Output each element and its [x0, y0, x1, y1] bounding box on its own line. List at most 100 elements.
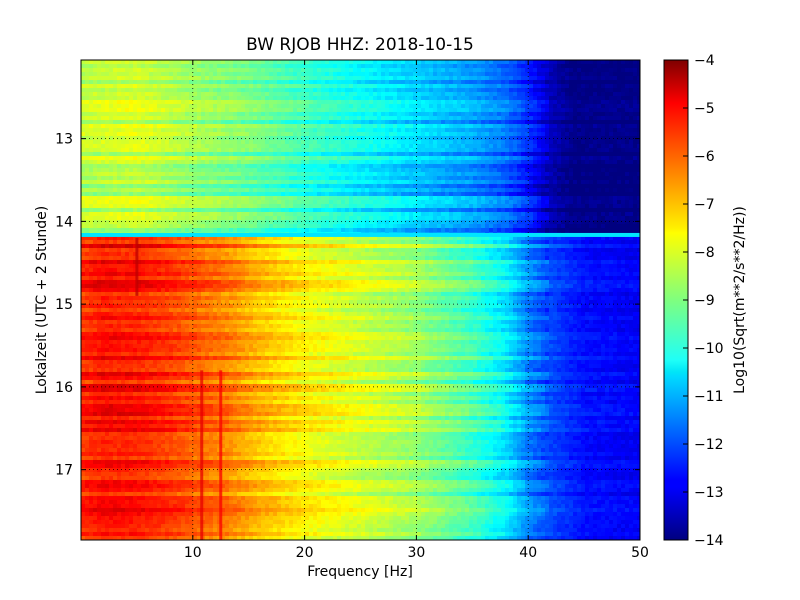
- heatmap-cell: [417, 132, 422, 137]
- heatmap-cell: [113, 80, 118, 85]
- heatmap-cell: [581, 164, 586, 169]
- heatmap-cell: [113, 100, 118, 105]
- heatmap-cell: [477, 172, 482, 177]
- heatmap-cell: [165, 144, 170, 149]
- heatmap-cell: [573, 140, 578, 145]
- heatmap-cell: [389, 192, 394, 197]
- heatmap-cell: [113, 92, 118, 97]
- heatmap-cell: [393, 104, 398, 109]
- heatmap-cell: [325, 60, 330, 65]
- heatmap-cell: [417, 96, 422, 101]
- heatmap-cell: [349, 200, 354, 205]
- heatmap-cell: [345, 120, 350, 125]
- heatmap-cell: [469, 124, 474, 129]
- heatmap-cell: [569, 116, 574, 121]
- heatmap-cell: [113, 68, 118, 73]
- heatmap-cell: [593, 168, 598, 173]
- heatmap-cell: [161, 100, 166, 105]
- heatmap-cell: [513, 104, 518, 109]
- heatmap-cell: [441, 168, 446, 173]
- heatmap-cell: [297, 76, 302, 81]
- heatmap-cell: [317, 80, 322, 85]
- heatmap-cell: [421, 180, 426, 185]
- heatmap-cell: [173, 104, 178, 109]
- heatmap-cell: [185, 152, 190, 157]
- heatmap-cell: [281, 136, 286, 141]
- heatmap-cell: [553, 92, 558, 97]
- heatmap-cell: [397, 152, 402, 157]
- heatmap-cell: [605, 104, 610, 109]
- heatmap-cell: [273, 156, 278, 161]
- heatmap-cell: [417, 196, 422, 201]
- heatmap-cell: [637, 84, 640, 89]
- heatmap-cell: [429, 152, 434, 157]
- heatmap-cell: [457, 112, 462, 117]
- heatmap-cell: [333, 144, 338, 149]
- heatmap-cell: [357, 116, 362, 121]
- heatmap-cell: [593, 192, 598, 197]
- heatmap-cell: [633, 124, 638, 129]
- heatmap-cell: [141, 124, 146, 129]
- heatmap-cell: [449, 180, 454, 185]
- heatmap-cell: [277, 116, 282, 121]
- heatmap-cell: [265, 188, 270, 193]
- heatmap-cell: [441, 124, 446, 129]
- heatmap-cell: [449, 184, 454, 189]
- heatmap-cell: [405, 120, 410, 125]
- heatmap-cell: [369, 68, 374, 73]
- heatmap-cell: [633, 128, 638, 133]
- heatmap-cell: [533, 172, 538, 177]
- heatmap-cell: [433, 68, 438, 73]
- heatmap-cell: [441, 92, 446, 97]
- heatmap-cell: [485, 176, 490, 181]
- heatmap-cell: [565, 148, 570, 153]
- heatmap-cell: [133, 136, 138, 141]
- heatmap-cell: [133, 84, 138, 89]
- heatmap-cell: [353, 108, 358, 113]
- heatmap-cell: [229, 196, 234, 201]
- heatmap-cell: [545, 176, 550, 181]
- heatmap-cell: [289, 156, 294, 161]
- heatmap-cell: [493, 120, 498, 125]
- heatmap-cell: [549, 184, 554, 189]
- heatmap-cell: [461, 168, 466, 173]
- heatmap-cell: [217, 192, 222, 197]
- heatmap-cell: [237, 164, 242, 169]
- heatmap-cell: [517, 60, 522, 65]
- heatmap-cell: [89, 180, 94, 185]
- heatmap-cell: [461, 172, 466, 177]
- heatmap-cell: [633, 116, 638, 121]
- heatmap-cell: [545, 196, 550, 201]
- heatmap-cell: [81, 84, 86, 89]
- heatmap-cell: [553, 64, 558, 69]
- heatmap-cell: [469, 72, 474, 77]
- heatmap-cell: [157, 108, 162, 113]
- heatmap-cell: [589, 164, 594, 169]
- heatmap-cell: [169, 112, 174, 117]
- heatmap-cell: [149, 116, 154, 121]
- heatmap-cell: [349, 92, 354, 97]
- heatmap-cell: [417, 200, 422, 205]
- heatmap-cell: [261, 172, 266, 177]
- heatmap-cell: [617, 112, 622, 117]
- heatmap-cell: [573, 64, 578, 69]
- heatmap-cell: [565, 64, 570, 69]
- heatmap-cell: [517, 168, 522, 173]
- heatmap-cell: [201, 184, 206, 189]
- heatmap-cell: [241, 192, 246, 197]
- heatmap-cell: [233, 140, 238, 145]
- heatmap-cell: [217, 84, 222, 89]
- heatmap-cell: [413, 84, 418, 89]
- heatmap-cell: [525, 176, 530, 181]
- heatmap-cell: [217, 96, 222, 101]
- heatmap-cell: [361, 76, 366, 81]
- heatmap-cell: [481, 100, 486, 105]
- heatmap-cell: [597, 164, 602, 169]
- heatmap-cell: [401, 76, 406, 81]
- heatmap-cell: [369, 140, 374, 145]
- heatmap-cell: [429, 60, 434, 65]
- heatmap-cell: [429, 200, 434, 205]
- heatmap-cell: [173, 140, 178, 145]
- heatmap-cell: [633, 68, 638, 73]
- heatmap-cell: [121, 136, 126, 141]
